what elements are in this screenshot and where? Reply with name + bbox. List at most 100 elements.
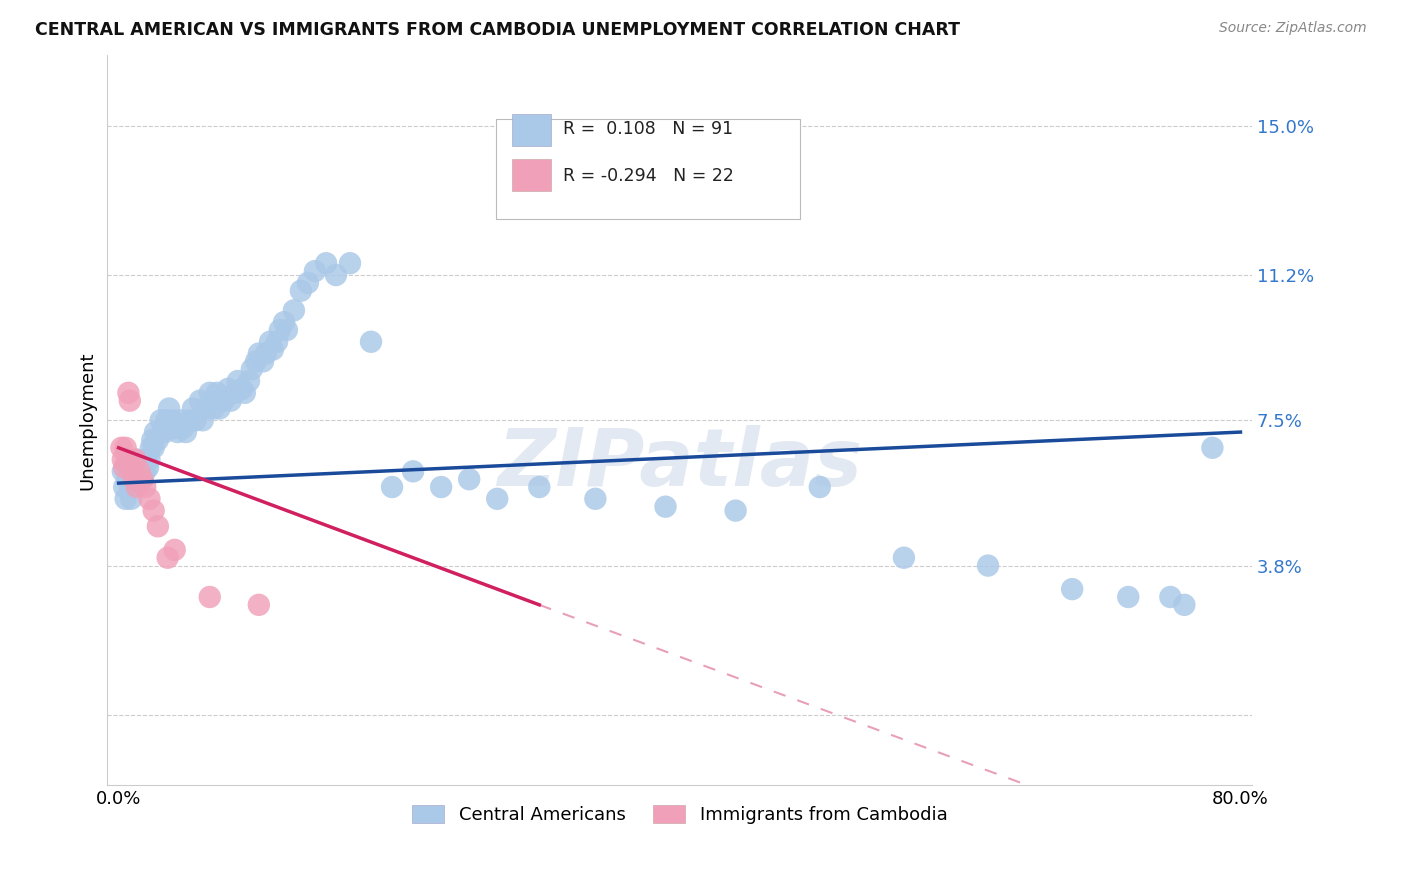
Point	[115, 452, 138, 467]
Point	[430, 480, 453, 494]
Point	[315, 256, 337, 270]
Point	[138, 491, 160, 506]
Point	[146, 433, 169, 447]
Point	[254, 346, 277, 360]
Point	[152, 421, 174, 435]
Point	[163, 542, 186, 557]
Point	[118, 480, 141, 494]
Point	[142, 503, 165, 517]
Point	[360, 334, 382, 349]
Point	[247, 346, 270, 360]
Point	[169, 413, 191, 427]
Point	[212, 393, 235, 408]
Text: Source: ZipAtlas.com: Source: ZipAtlas.com	[1219, 21, 1367, 36]
FancyBboxPatch shape	[512, 113, 551, 145]
Y-axis label: Unemployment: Unemployment	[79, 351, 96, 490]
Point	[205, 385, 228, 400]
Point	[262, 343, 284, 357]
Point	[166, 425, 188, 439]
Point	[115, 472, 138, 486]
Point	[194, 401, 217, 416]
Point	[122, 472, 145, 486]
Point	[247, 598, 270, 612]
Point	[131, 472, 153, 486]
Point	[893, 550, 915, 565]
Point	[160, 413, 183, 427]
Point	[153, 425, 176, 439]
Point	[402, 464, 425, 478]
Point	[139, 441, 162, 455]
Point	[117, 385, 139, 400]
Point	[141, 433, 163, 447]
Point	[146, 519, 169, 533]
Point	[224, 385, 246, 400]
Point	[125, 452, 148, 467]
Point	[219, 393, 242, 408]
Point	[114, 441, 136, 455]
Point	[124, 464, 146, 478]
Point	[117, 460, 139, 475]
Text: CENTRAL AMERICAN VS IMMIGRANTS FROM CAMBODIA UNEMPLOYMENT CORRELATION CHART: CENTRAL AMERICAN VS IMMIGRANTS FROM CAMB…	[35, 21, 960, 39]
Point	[304, 264, 326, 278]
Point	[325, 268, 347, 282]
Text: ZIPatlas: ZIPatlas	[498, 425, 862, 503]
Point	[118, 393, 141, 408]
Point	[136, 460, 159, 475]
Point	[128, 464, 150, 478]
Point	[111, 452, 134, 467]
Point	[808, 480, 831, 494]
Point	[297, 276, 319, 290]
Point	[201, 393, 224, 408]
Point	[198, 590, 221, 604]
Point	[122, 472, 145, 486]
Point	[156, 550, 179, 565]
Point	[143, 425, 166, 439]
Point	[654, 500, 676, 514]
Point	[142, 441, 165, 455]
Point	[238, 374, 260, 388]
Point	[269, 323, 291, 337]
Point	[131, 472, 153, 486]
Point	[529, 480, 551, 494]
Point	[273, 315, 295, 329]
Point	[177, 413, 200, 427]
Point	[157, 401, 180, 416]
Point	[198, 385, 221, 400]
Point	[188, 393, 211, 408]
Point	[138, 452, 160, 467]
Point	[155, 413, 177, 427]
Point	[339, 256, 361, 270]
Point	[208, 401, 231, 416]
Point	[381, 480, 404, 494]
Point	[1173, 598, 1195, 612]
Point	[172, 421, 194, 435]
Point	[191, 413, 214, 427]
Point	[121, 464, 143, 478]
Point	[231, 382, 253, 396]
Point	[184, 413, 207, 427]
Point	[1116, 590, 1139, 604]
Point	[202, 401, 225, 416]
Point	[135, 452, 157, 467]
Point	[226, 374, 249, 388]
Point	[259, 334, 281, 349]
Point	[1201, 441, 1223, 455]
Point	[112, 460, 135, 475]
Legend: Central Americans, Immigrants from Cambodia: Central Americans, Immigrants from Cambo…	[405, 798, 955, 831]
Point	[1159, 590, 1181, 604]
Point	[266, 334, 288, 349]
Point	[110, 441, 132, 455]
Point	[121, 480, 143, 494]
Point	[583, 491, 606, 506]
Point	[252, 354, 274, 368]
FancyBboxPatch shape	[512, 159, 551, 191]
Point	[181, 401, 204, 416]
Point	[114, 491, 136, 506]
Point	[120, 491, 142, 506]
Point	[111, 464, 134, 478]
Point	[977, 558, 1000, 573]
Point	[129, 460, 152, 475]
Point	[290, 284, 312, 298]
Point	[132, 460, 155, 475]
Point	[276, 323, 298, 337]
